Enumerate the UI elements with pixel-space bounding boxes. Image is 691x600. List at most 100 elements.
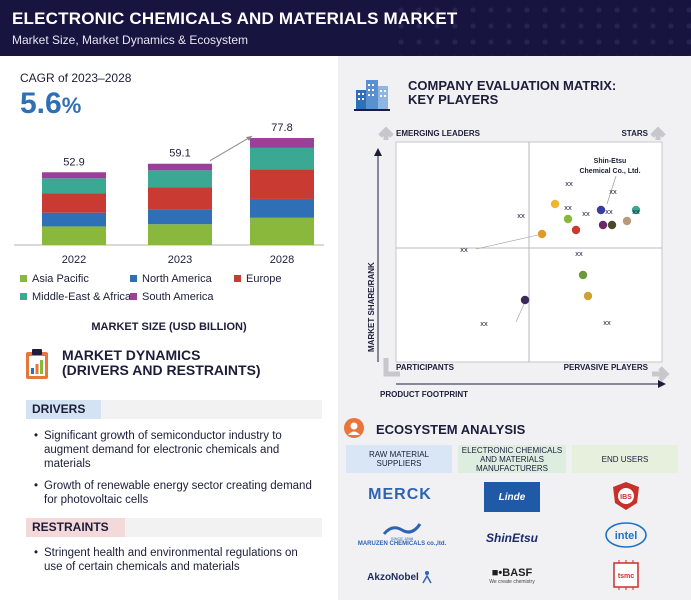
basf-logo-text: BASF: [502, 567, 533, 579]
company-point: [607, 220, 617, 230]
intel-ring-icon: intel: [605, 522, 647, 548]
drivers-label: DRIVERS: [26, 400, 102, 419]
bar-segment-asia-pacific: [148, 224, 212, 245]
right-panel: COMPANY EVALUATION MATRIX: KEY PLAYERS E…: [338, 56, 691, 600]
company-point-label: xx: [603, 318, 611, 327]
bar-segment-south-america: [250, 138, 314, 148]
quadrant-label-emerging-leaders: EMERGING LEADERS: [396, 129, 481, 138]
x-tick-label: 2023: [168, 254, 192, 266]
company-point: [578, 270, 588, 280]
restraints-header: RESTRAINTS: [26, 518, 322, 537]
intel-logo: intel: [602, 520, 650, 550]
matrix-x-axis-label: PRODUCT FOOTPRINT: [380, 390, 468, 399]
bar-segment-south-america: [42, 172, 106, 179]
company-point: [571, 225, 581, 235]
legend-swatch: [130, 293, 137, 300]
ibs-logo: IBS: [608, 480, 644, 512]
ecosystem-column-manufacturers: ELECTRONIC CHEMICALS AND MATERIALS MANUF…: [458, 445, 566, 473]
bar-segment-north-america: [250, 198, 314, 218]
page-header: ELECTRONIC CHEMICALS AND MATERIALS MARKE…: [0, 0, 691, 56]
bar-total-label: 77.8: [271, 122, 292, 134]
legend-item-north-america: North America: [130, 273, 212, 285]
linde-logo: Linde: [484, 482, 540, 512]
legend-item-europe: Europe: [234, 273, 281, 285]
maruzen-logo: SINCE 1898 MARUZEN CHEMICALS co.,ltd.: [350, 516, 454, 552]
corner-arrow-icon: [650, 126, 666, 140]
legend-label: Europe: [246, 273, 282, 285]
market-dynamics-title-line1: MARKET DYNAMICS: [62, 347, 201, 363]
bar-segment-north-america: [148, 209, 212, 225]
company-point-label: xx: [575, 249, 583, 258]
drivers-header: DRIVERS: [26, 400, 322, 419]
cagr-value: 5.6%: [20, 87, 81, 121]
tsmc-logo: tsmc: [608, 559, 644, 591]
bar-segment-south-america: [148, 163, 212, 171]
bar-segment-europe: [42, 193, 106, 213]
ibs-logo-text: IBS: [620, 494, 632, 501]
maruzen-since-text: SINCE 1898: [390, 535, 414, 541]
growth-arrow-line: [209, 135, 253, 162]
left-panel: CAGR of 2023–2028 5.6% 52.9 2022 59.1 2023 7…: [0, 56, 338, 600]
merck-logo-text: MERCK: [368, 486, 432, 503]
company-point-label: xx: [480, 319, 488, 328]
header-pattern: [391, 0, 691, 56]
company-point-label: xx: [582, 209, 590, 218]
legend-swatch: [234, 275, 241, 282]
cagr-unit: %: [61, 93, 82, 118]
company-point-label: xx: [564, 203, 572, 212]
quadrant-label-stars: STARS: [621, 129, 648, 138]
ecosystem-column-raw-materials: RAW MATERIAL SUPPLIERS: [346, 445, 452, 473]
company-point-label: xx: [609, 187, 617, 196]
company-point: [631, 205, 641, 215]
quadrant-label-pervasive-players: PERVASIVE PLAYERS: [564, 363, 649, 372]
driver-item: Significant growth of semiconductor indu…: [34, 429, 319, 471]
legend-label: Asia Pacific: [32, 273, 89, 285]
linde-logo-text: Linde: [498, 491, 526, 503]
basf-tagline: We create chemistry: [489, 579, 535, 585]
intel-logo-text: intel: [615, 530, 638, 542]
highlight-company-name: Shin-Etsu: [594, 158, 627, 165]
legend-label: Middle-East & Africa: [32, 291, 132, 303]
shinetsu-logo-text: ShinEtsu: [485, 531, 538, 545]
bar-segment-asia-pacific: [250, 217, 314, 245]
cagr-number: 5.6: [20, 87, 62, 120]
x-tick-label: 2022: [62, 254, 86, 266]
y-axis-arrow-icon: [374, 148, 382, 156]
corner-arrow-icon: [383, 358, 400, 377]
matrix-y-axis-label: MARKET SHARE/RANK: [367, 262, 376, 352]
basf-logo: ■•BASF We create chemistry: [480, 561, 544, 591]
legend-item-south-america: South America: [130, 291, 214, 303]
growth-arrow-icon: [246, 136, 252, 142]
legend-label: North America: [142, 273, 212, 285]
company-point: [598, 220, 608, 230]
legend-swatch: [20, 293, 27, 300]
bar-total-label: 52.9: [63, 156, 84, 168]
company-point: [537, 229, 547, 239]
basf-logo-mark: ■•BASF: [491, 567, 533, 579]
bar-total-label: 59.1: [169, 148, 190, 160]
legend-item-middle-east-africa: Middle-East & Africa: [20, 291, 131, 303]
page-subtitle: Market Size, Market Dynamics & Ecosystem: [12, 33, 249, 47]
market-dynamics-title-line2: (DRIVERS AND RESTRAINTS): [62, 362, 261, 378]
tsmc-chip-icon: tsmc: [613, 560, 639, 590]
clipboard-chart-icon: [26, 349, 48, 379]
x-axis-arrow-icon: [658, 380, 666, 388]
quadrant-label-participants: PARTICIPANTS: [396, 363, 455, 372]
corner-arrow-icon: [652, 366, 670, 382]
company-matrix-title: COMPANY EVALUATION MATRIX: KEY PLAYERS: [408, 79, 616, 107]
corner-arrow-icon: [378, 126, 394, 140]
highlight-leader-line: [606, 175, 617, 205]
akzonobel-logo-text: AkzoNobel: [367, 571, 419, 583]
bar-segment-europe: [250, 169, 314, 199]
chart-x-axis-label: MARKET SIZE (USD BILLION): [91, 321, 247, 333]
company-point-label: xx: [517, 211, 525, 220]
company-point-label: xx: [460, 245, 468, 254]
company-point: [622, 216, 632, 226]
company-point: [563, 214, 573, 224]
highlight-company-name: Chemical Co., Ltd.: [579, 168, 640, 175]
legend-swatch: [130, 275, 137, 282]
bar-segment-middle-east-africa: [250, 147, 314, 170]
driver-item: Growth of renewable energy sector creati…: [34, 479, 319, 507]
company-point-label: xx: [565, 179, 573, 188]
market-size-bar-chart: 52.9 2022 59.1 2023 77.8 2028: [14, 122, 324, 266]
